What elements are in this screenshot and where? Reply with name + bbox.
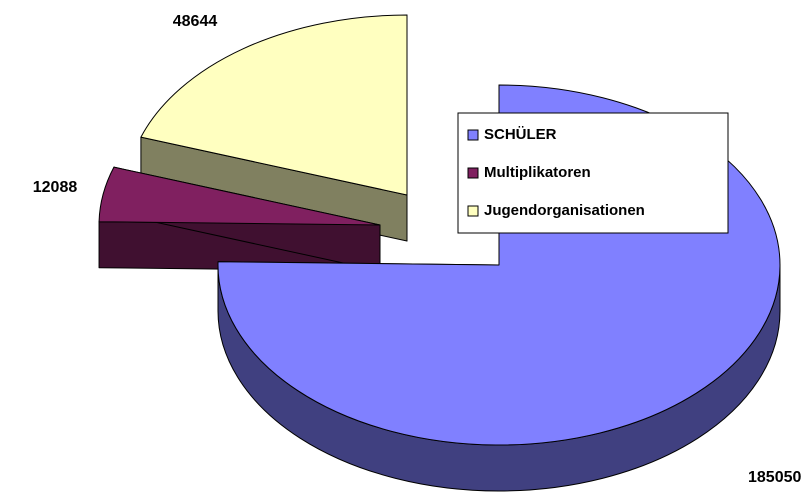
legend-swatch: [467, 205, 479, 217]
data-label: 48644: [173, 13, 218, 30]
slice: [98, 166, 381, 226]
legend-swatch: [467, 167, 479, 179]
data-label: 185050: [748, 469, 801, 486]
legend-label: Jugendorganisationen: [484, 202, 645, 219]
legend-swatch: [467, 129, 479, 141]
legend-label: Multiplikatoren: [484, 164, 591, 181]
slice: [140, 14, 408, 196]
legend: SCHÜLER Multiplikatoren Jugendorganisation…: [457, 112, 729, 234]
data-label: 12088: [33, 179, 78, 196]
legend-box: [457, 112, 729, 234]
legend-label: SCHÜLER: [484, 126, 557, 143]
